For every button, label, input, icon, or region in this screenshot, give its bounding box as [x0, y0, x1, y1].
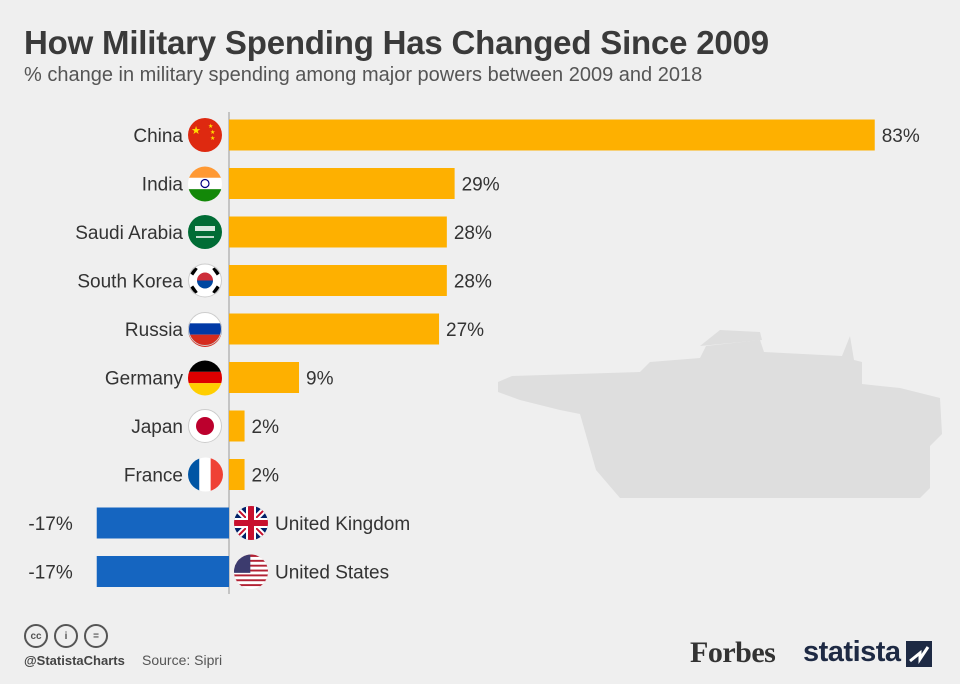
india-flag-icon: [188, 166, 222, 202]
bar-india: [229, 168, 455, 199]
bar-united-states: [96, 556, 230, 587]
statista-handle[interactable]: @StatistaCharts: [24, 653, 125, 668]
bar-china: [229, 119, 875, 151]
data-label-germany: 9%: [306, 369, 334, 390]
bar-south-korea: [229, 265, 447, 296]
svg-text:★: ★: [210, 129, 215, 136]
south-korea-flag-icon: [188, 263, 222, 298]
category-label-china: China: [133, 126, 183, 147]
united-states-flag-icon: [234, 554, 268, 589]
svg-text:★: ★: [210, 135, 215, 142]
germany-flag-icon: [188, 360, 222, 396]
data-label-india: 29%: [462, 175, 500, 196]
data-label-saudi-arabia: 28%: [454, 223, 492, 244]
category-label-germany: Germany: [105, 369, 184, 390]
category-label-japan: Japan: [131, 417, 183, 438]
data-label-south-korea: 28%: [454, 272, 492, 293]
data-label-japan: 2%: [252, 417, 280, 438]
chart-title: How Military Spending Has Changed Since …: [24, 24, 769, 61]
russia-flag-icon: [188, 312, 222, 347]
license-icons: cc i =: [24, 624, 108, 648]
category-label-united-states: United States: [275, 563, 389, 584]
bar-france: [229, 459, 245, 490]
data-label-russia: 27%: [446, 320, 484, 341]
statista-logo-mark-icon: [906, 641, 932, 667]
source-note: Source: Sipri: [142, 652, 223, 668]
forbes-logo[interactable]: Forbes: [690, 636, 776, 669]
bar-saudi-arabia: [229, 216, 447, 248]
category-label-south-korea: South Korea: [77, 272, 183, 293]
data-label-china: 83%: [882, 126, 920, 147]
japan-flag-icon: [188, 409, 222, 443]
cc-icon: cc: [24, 624, 48, 648]
bar-united-kingdom: [96, 507, 230, 539]
bar-russia: [229, 313, 440, 345]
tank-silhouette-icon: [498, 330, 942, 498]
category-label-saudi-arabia: Saudi Arabia: [75, 223, 183, 244]
saudi-arabia-flag-icon: [188, 215, 222, 249]
france-flag-icon: [188, 457, 223, 492]
data-label-united-kingdom: -17%: [28, 514, 72, 535]
china-flag-icon: ★ ★★★: [188, 118, 222, 152]
data-label-united-states: -17%: [28, 563, 72, 584]
bar-japan: [229, 410, 245, 442]
united-kingdom-flag-icon: [234, 506, 268, 540]
statista-logo[interactable]: statista: [803, 636, 901, 668]
chart-subtitle: % change in military spending among majo…: [24, 64, 703, 86]
data-label-france: 2%: [252, 466, 280, 487]
svg-text:★: ★: [191, 125, 201, 137]
category-label-united-kingdom: United Kingdom: [275, 514, 410, 535]
bar-germany: [229, 362, 300, 393]
no-derivatives-icon: =: [84, 624, 108, 648]
attribution-icon: i: [54, 624, 78, 648]
svg-text:★: ★: [208, 123, 213, 130]
category-label-india: India: [142, 175, 184, 196]
category-label-russia: Russia: [125, 320, 184, 341]
category-label-france: France: [124, 466, 183, 487]
